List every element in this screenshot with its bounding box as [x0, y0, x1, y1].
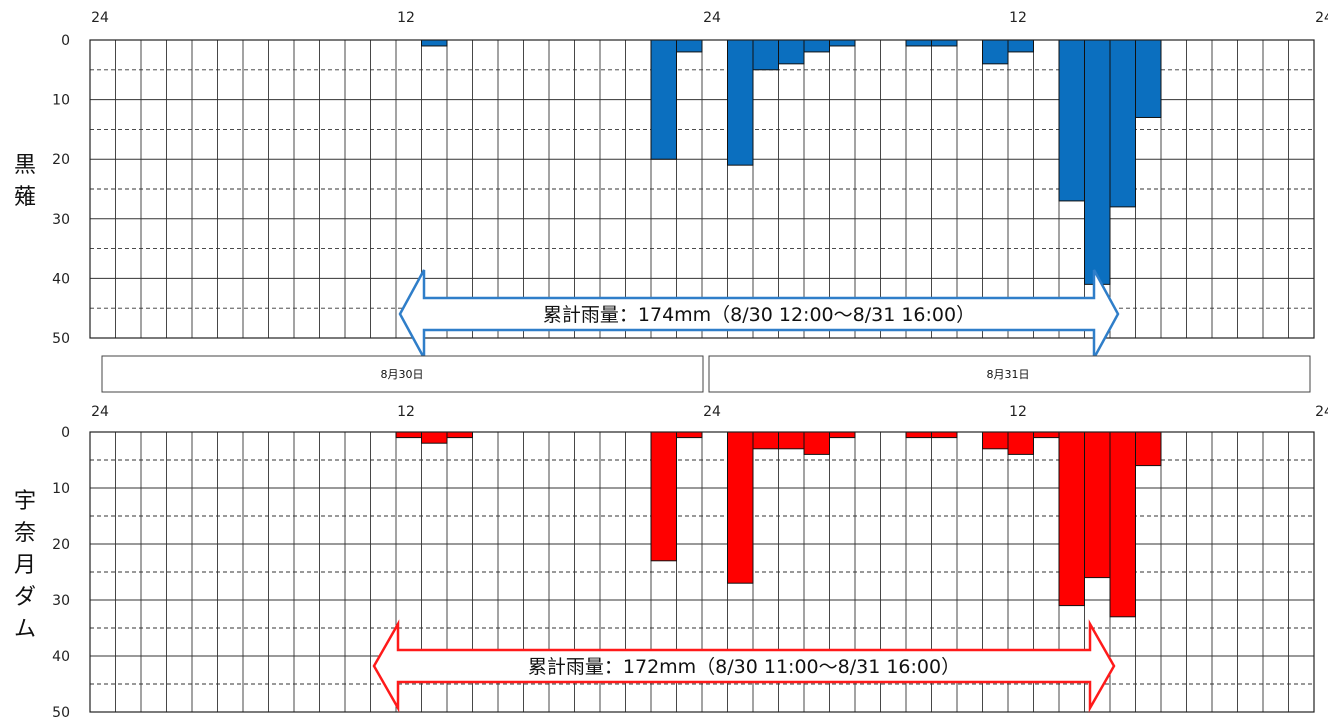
station-name: 黒薙 — [14, 153, 36, 210]
rain-bar — [905, 431, 932, 439]
cumulative-rain-arrow — [372, 619, 1116, 713]
x-tick-label: 12 — [397, 404, 415, 420]
rain-bar — [982, 431, 1009, 450]
y-tick-label: 40 — [52, 649, 70, 665]
rain-bar — [421, 39, 448, 47]
plot-frame — [89, 431, 1315, 713]
y-tick-label: 10 — [52, 93, 70, 109]
rain-bar — [803, 431, 830, 455]
station-name-char: 月 — [14, 553, 36, 578]
rain-bar — [752, 431, 779, 450]
cumulative-rain-arrow — [398, 269, 1120, 359]
date-label: 8月30日 — [381, 368, 424, 381]
station-name-char: 奈 — [14, 521, 36, 546]
station-name-char: ム — [14, 617, 36, 642]
plot-frame — [89, 39, 1315, 339]
y-tick-label: 0 — [61, 425, 70, 441]
y-tick-label: 20 — [52, 152, 70, 168]
x-tick-label: 12 — [1009, 10, 1027, 26]
rain-bar — [446, 431, 473, 439]
rain-bar — [1058, 39, 1085, 202]
x-tick-label: 24 — [1315, 10, 1328, 26]
rain-bar — [727, 39, 754, 166]
y-tick-label: 40 — [52, 271, 70, 287]
x-tick-label: 24 — [91, 404, 109, 420]
rain-bar — [829, 39, 856, 47]
rain-bar — [829, 431, 856, 439]
rain-bar — [982, 39, 1009, 65]
rain-bar — [778, 431, 805, 450]
rain-bar — [1135, 39, 1162, 118]
rain-bar — [1084, 39, 1111, 285]
rain-bar — [1007, 39, 1034, 53]
rain-bar — [421, 431, 448, 444]
date-label: 8月31日 — [987, 368, 1030, 381]
cumulative-rain-label: 累計雨量：174mm（8/30 12:00～8/31 16:00） — [543, 304, 975, 326]
cumulative-rain-label: 累計雨量：172mm（8/30 11:00～8/31 16:00） — [528, 656, 960, 678]
rain-bar — [1084, 431, 1111, 579]
rain-bar — [1033, 431, 1060, 439]
unazuki-chart-panel: 0 10 20 30 40 50 24 12 24 12 24 宇奈月ダム累計雨量：172mm（8/3… — [14, 404, 1328, 720]
rain-bar — [803, 39, 830, 53]
rain-bar — [931, 431, 958, 439]
x-tick-label: 12 — [397, 10, 415, 26]
y-tick-label: 10 — [52, 481, 70, 497]
x-tick-label: 24 — [703, 10, 721, 26]
rain-bar — [1007, 431, 1034, 455]
rain-bar — [778, 39, 805, 65]
y-tick-label: 50 — [52, 331, 70, 347]
x-tick-label: 24 — [703, 404, 721, 420]
x-tick-label: 24 — [1315, 404, 1328, 420]
y-tick-label: 30 — [52, 593, 70, 609]
y-tick-label: 20 — [52, 537, 70, 553]
rain-bar — [650, 39, 677, 160]
rain-bar — [676, 431, 703, 439]
rain-bar — [1135, 431, 1162, 467]
date-bar: 8月30日 8月31日 — [101, 355, 1311, 393]
x-tick-label: 24 — [91, 10, 109, 26]
station-name-char: ダ — [14, 585, 36, 610]
rain-bar — [1109, 39, 1136, 208]
date-cell — [101, 355, 704, 393]
station-name-char: 黒 — [14, 153, 36, 178]
rain-bar — [931, 39, 958, 47]
rain-bar — [727, 431, 754, 584]
station-name-char: 宇 — [14, 489, 36, 514]
rain-bar — [1109, 431, 1136, 618]
rain-bar — [676, 39, 703, 53]
y-tick-label: 50 — [52, 705, 70, 720]
rain-bar — [1058, 431, 1085, 607]
rain-bar — [395, 431, 422, 439]
rain-bar — [752, 39, 779, 71]
x-tick-label: 12 — [1009, 404, 1027, 420]
y-tick-label: 30 — [52, 212, 70, 228]
rain-bar — [905, 39, 932, 47]
rain-bar — [650, 431, 677, 562]
date-cell — [708, 355, 1311, 393]
y-tick-label: 0 — [61, 33, 70, 49]
station-name-char: 薙 — [14, 185, 36, 210]
